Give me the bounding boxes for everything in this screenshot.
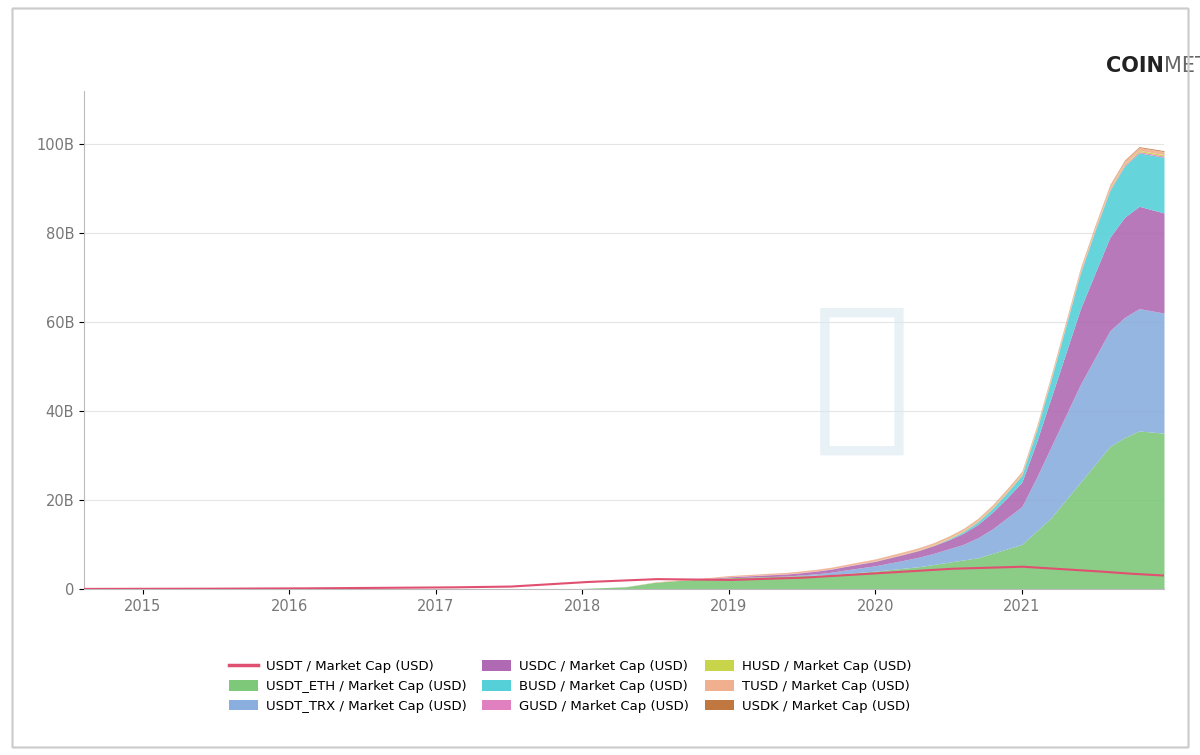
Text: METRICS: METRICS: [1164, 56, 1200, 76]
Text: COIN: COIN: [1106, 56, 1164, 76]
Legend: USDT / Market Cap (USD), USDT_ETH / Market Cap (USD), USDT_TRX / Market Cap (USD: USDT / Market Cap (USD), USDT_ETH / Mark…: [229, 661, 911, 713]
Text: Ⓒ: Ⓒ: [811, 298, 912, 461]
